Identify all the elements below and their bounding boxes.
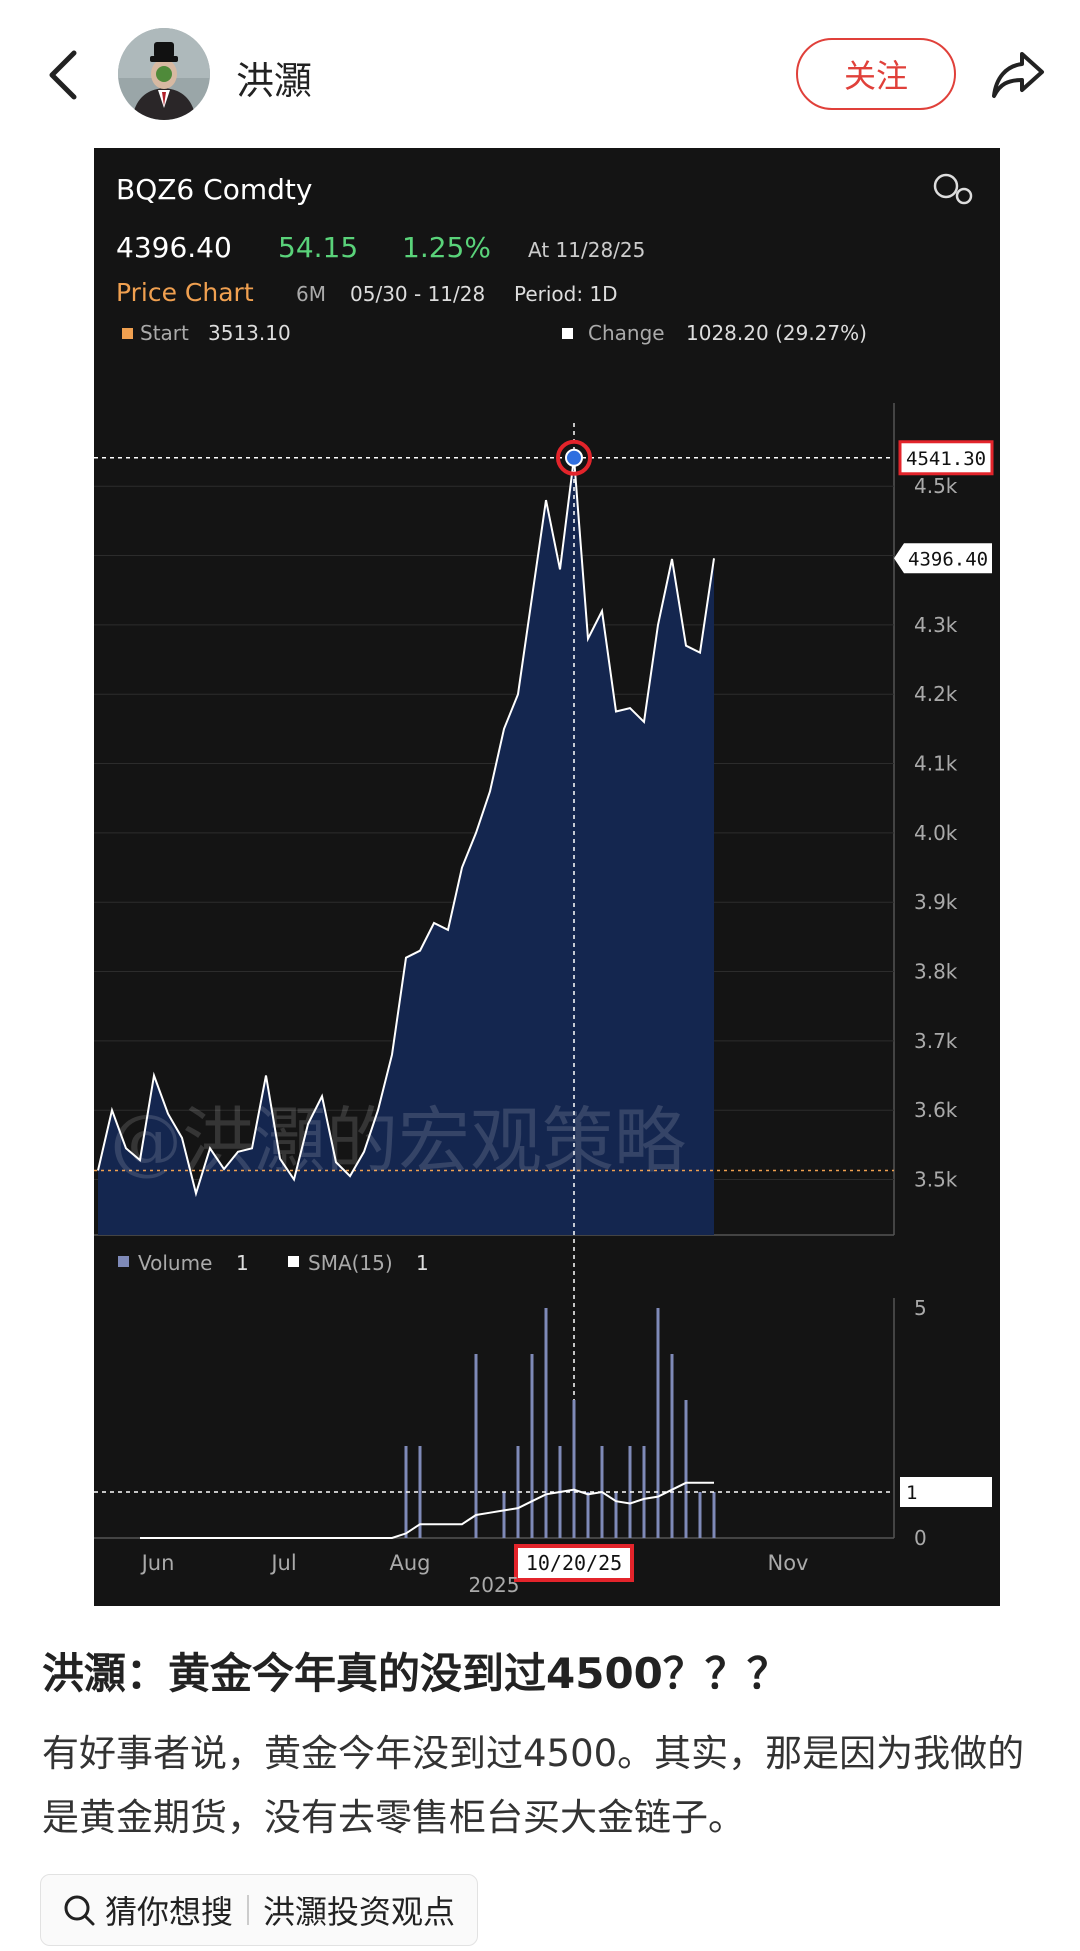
chart-image[interactable]: BQZ6 Comdty 4396.40 54.15 1.25% At 11/28… xyxy=(94,148,1000,1606)
volume-y-tick-label: 0 xyxy=(914,1526,927,1550)
price-chart: BQZ6 Comdty 4396.40 54.15 1.25% At 11/28… xyxy=(94,173,994,1597)
peak-highlight-ring xyxy=(556,439,592,476)
back-button[interactable] xyxy=(40,45,90,105)
volume-bar xyxy=(656,1308,660,1538)
price-line xyxy=(97,457,715,1198)
search-separator xyxy=(247,1895,250,1925)
share-button[interactable] xyxy=(988,44,1048,104)
avatar-image xyxy=(118,28,210,120)
change-legend-swatch xyxy=(562,328,573,339)
username[interactable]: 洪灝 xyxy=(236,59,313,103)
crosshair-date-box xyxy=(514,1544,634,1582)
watermark: @洪灝的宏观策略 xyxy=(110,1099,686,1183)
volume-y-tick-label: 5 xyxy=(914,1296,927,1320)
price-y-tick-label: 4.0k xyxy=(914,821,958,845)
price-y-tick-label: 3.7k xyxy=(914,1029,958,1053)
volume-tag-box xyxy=(900,1477,992,1507)
change-label: Change xyxy=(588,321,665,345)
volume-bar xyxy=(712,1492,716,1538)
chart-ticker: BQZ6 Comdty xyxy=(116,173,312,206)
post-title: 洪灝：黄金今年真的没到过4500？？？ xyxy=(42,1649,789,1698)
post-body: 有好事者说，黄金今年没到过4500。其实，那是因为我做的是黄金期货，没有去零售柜… xyxy=(42,1732,1025,1839)
start-value: 3513.10 xyxy=(208,321,291,345)
volume-tag-text: 1 xyxy=(906,1482,917,1504)
peak-tag-box xyxy=(898,440,994,476)
start-label: Start xyxy=(140,321,189,345)
volume-bar xyxy=(698,1492,702,1538)
price-area-fill xyxy=(98,457,714,1235)
volume-bar xyxy=(642,1446,646,1538)
search-suggestion-label: 猜你想搜 xyxy=(105,1893,234,1931)
volume-current-tag: 1 xyxy=(900,1477,992,1507)
price-y-axis: 3.5k3.6k3.7k3.8k3.9k4.0k4.1k4.2k4.3k4.4k… xyxy=(914,474,958,1191)
back-arrow-icon xyxy=(49,50,77,100)
price-y-tick-label: 4.2k xyxy=(914,682,958,706)
change-pct: 1.25% xyxy=(402,231,491,264)
date-range: 05/30 - 11/28 xyxy=(350,282,485,306)
peak-price-tag: 4541.30 xyxy=(898,440,994,476)
sma-line xyxy=(140,1481,714,1539)
volume-bar xyxy=(670,1354,674,1538)
price-chart-label[interactable]: Price Chart xyxy=(116,278,254,307)
volume-bar xyxy=(544,1308,548,1538)
period-label[interactable]: Period: 1D xyxy=(514,282,618,306)
volume-bar xyxy=(530,1354,534,1538)
volume-bar xyxy=(418,1446,422,1538)
sma-legend-label: SMA(15) xyxy=(308,1251,393,1275)
crosshair-date-label: 10/20/25 xyxy=(526,1551,622,1575)
peak-tag-text: 4541.30 xyxy=(906,448,986,470)
range-label[interactable]: 6M xyxy=(296,282,326,306)
start-legend-swatch xyxy=(122,328,133,339)
volume-bar xyxy=(572,1400,576,1538)
volume-bar xyxy=(684,1400,688,1538)
volume-y-axis: 05 xyxy=(914,1296,927,1550)
price-y-tick-label: 3.6k xyxy=(914,1098,958,1122)
year-label: 2025 xyxy=(469,1573,520,1597)
peak-point xyxy=(565,448,583,467)
sma-legend-swatch xyxy=(288,1256,299,1267)
volume-bar xyxy=(502,1492,506,1538)
peak-marker[interactable] xyxy=(556,439,592,476)
follow-button[interactable]: 关注 xyxy=(796,38,956,110)
volume-legend-swatch xyxy=(118,1256,129,1267)
price-y-tick-label: 4.5k xyxy=(914,474,958,498)
avatar[interactable] xyxy=(118,28,210,120)
x-tick-label: Nov xyxy=(768,1551,809,1575)
as-of-date: At 11/28/25 xyxy=(528,238,645,262)
post-header: 洪灝 关注 xyxy=(0,0,1080,150)
x-tick-label: Jul xyxy=(269,1551,296,1575)
sma-legend-value: 1 xyxy=(416,1251,429,1275)
current-tag-box xyxy=(894,543,992,574)
volume-bar xyxy=(474,1354,478,1538)
search-suggestion[interactable]: 猜你想搜 洪灝投资观点 xyxy=(40,1874,479,1946)
current-price-tag: 4396.40 xyxy=(894,543,992,574)
last-price: 4396.40 xyxy=(116,231,232,264)
search-icon xyxy=(64,1895,95,1926)
volume-bar xyxy=(614,1492,618,1538)
share-icon xyxy=(992,52,1044,98)
x-tick-label: Aug xyxy=(389,1551,430,1575)
search-suggestion-term[interactable]: 洪灝投资观点 xyxy=(263,1893,456,1931)
price-y-tick-label: 4.3k xyxy=(914,613,958,637)
volume-bar xyxy=(586,1492,590,1538)
price-y-tick-label: 4.1k xyxy=(914,752,958,776)
volume-bars xyxy=(404,1308,716,1538)
x-tick-label: Jun xyxy=(140,1551,175,1575)
price-y-tick-label: 3.8k xyxy=(914,960,958,984)
change-value: 1028.20 (29.27%) xyxy=(686,321,867,345)
current-tag-text: 4396.40 xyxy=(908,548,988,570)
volume-legend-value: 1 xyxy=(236,1251,249,1275)
crosshair xyxy=(94,423,894,1538)
price-y-tick-label: 3.5k xyxy=(914,1168,958,1192)
settings-gear-icon[interactable] xyxy=(933,173,973,205)
change-abs: 54.15 xyxy=(278,231,358,264)
volume-legend-label: Volume xyxy=(138,1251,212,1275)
price-y-tick-label: 3.9k xyxy=(914,890,958,914)
